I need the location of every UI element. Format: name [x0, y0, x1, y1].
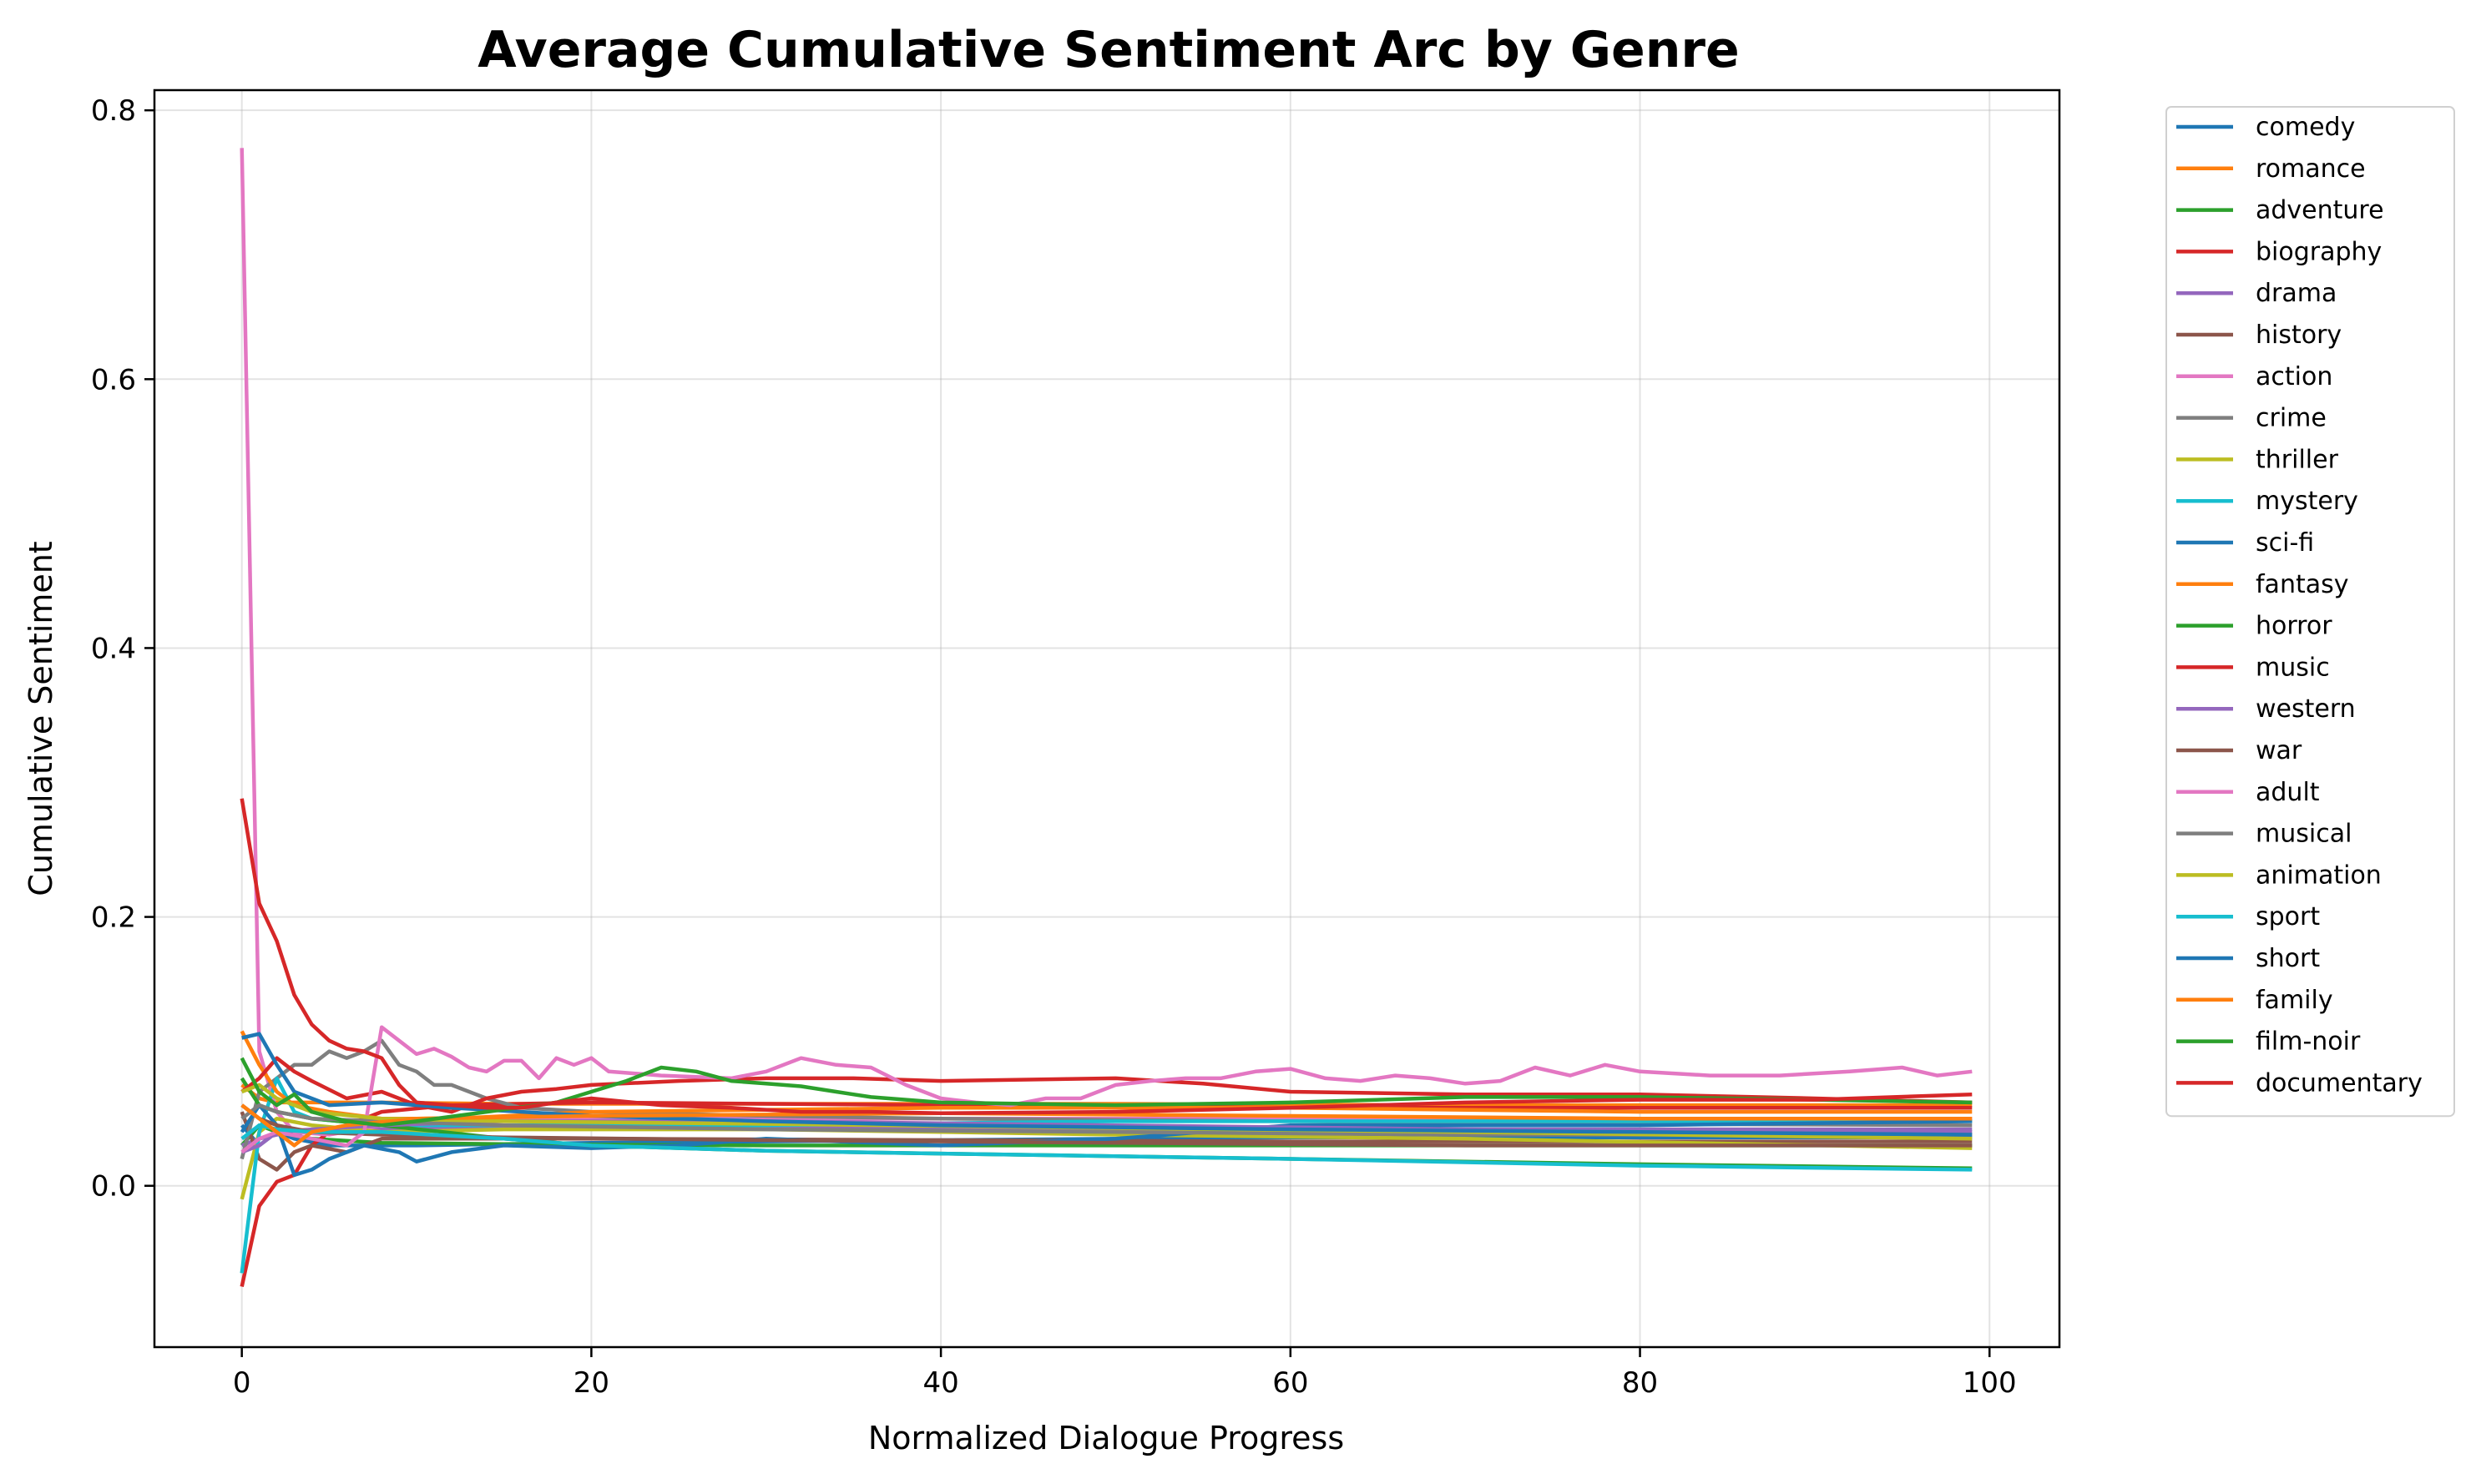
legend-item-label: horror	[2256, 612, 2332, 641]
legend-item-label: adult	[2256, 778, 2320, 807]
y-tick-label: 0.2	[91, 901, 136, 935]
x-axis: 0 20 40 60 80 100	[233, 1347, 2017, 1400]
x-tick-label: 60	[1272, 1366, 1308, 1400]
series-line-crime	[240, 1038, 1973, 1160]
legend-item-label: action	[2256, 362, 2332, 391]
y-tick-label: 0.6	[91, 363, 136, 396]
legend-item-label: animation	[2256, 861, 2382, 890]
y-tick-label: 0.4	[91, 632, 136, 665]
x-axis-label: Normalized Dialogue Progress	[868, 1420, 1344, 1456]
series-line-documentary	[240, 798, 1973, 1115]
chart-title: Average Cumulative Sentiment Arc by Genr…	[478, 21, 1739, 79]
legend-item-label: western	[2256, 694, 2356, 724]
legend-item-label: fantasy	[2256, 570, 2349, 599]
series-line-history	[240, 1111, 1973, 1172]
x-tick-label: 100	[1963, 1366, 2017, 1400]
legend-item-label: history	[2256, 321, 2342, 350]
y-tick-label: 0.0	[91, 1170, 136, 1204]
series-line-short	[241, 1032, 1973, 1137]
legend-item-label: musical	[2256, 820, 2352, 849]
grid-lines	[154, 90, 2059, 1347]
legend-item-label: short	[2256, 944, 2320, 973]
series-line-family	[240, 1103, 1973, 1148]
y-tick-label: 0.8	[91, 94, 136, 128]
series-layer	[240, 148, 1973, 1287]
series-line-musical	[240, 1103, 1973, 1137]
series-line-film-noir	[240, 1057, 1973, 1128]
x-tick-label: 40	[922, 1366, 958, 1400]
legend-item-label: romance	[2256, 154, 2366, 184]
series-line-music	[240, 1056, 1973, 1114]
legend-box	[2165, 106, 2455, 1118]
legend-item-label: family	[2256, 986, 2333, 1015]
legend-item-label: adventure	[2256, 196, 2384, 225]
legend-item-label: documentary	[2256, 1068, 2423, 1098]
y-axis-label: Cumulative Sentiment	[23, 541, 59, 896]
legend-item-label: mystery	[2256, 487, 2358, 516]
legend-item-label: film-noir	[2256, 1027, 2361, 1057]
x-tick-label: 80	[1622, 1366, 1658, 1400]
legend-item-label: drama	[2256, 279, 2337, 308]
x-tick-label: 20	[574, 1366, 609, 1400]
legend-item-label: sport	[2256, 902, 2320, 931]
legend: comedy romance adventure biography drama hist…	[2165, 106, 2455, 1118]
x-tick-label: 0	[233, 1366, 251, 1400]
y-axis: 0.0 0.2 0.4 0.6 0.8	[91, 94, 154, 1204]
legend-item-label: music	[2256, 653, 2330, 682]
legend-item-label: thriller	[2256, 445, 2339, 474]
series-line-adult	[240, 1025, 1973, 1154]
plot-frame	[153, 88, 2061, 1349]
legend-item-label: sci-fi	[2256, 528, 2314, 558]
legend-item-label: war	[2256, 736, 2302, 765]
legend-item-label: comedy	[2256, 113, 2355, 142]
legend-item-label: biography	[2256, 237, 2382, 266]
legend-item-label: crime	[2256, 404, 2327, 433]
